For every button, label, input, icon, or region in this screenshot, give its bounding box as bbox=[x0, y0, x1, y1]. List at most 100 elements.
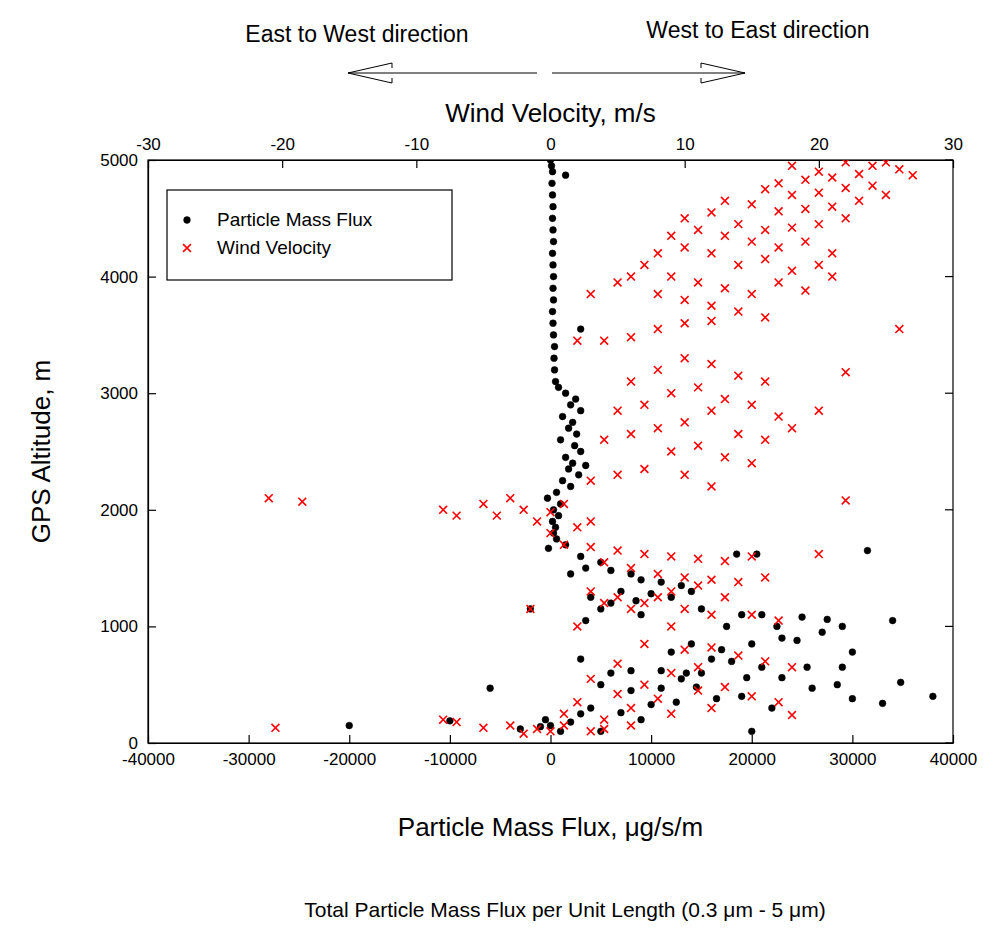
data-point bbox=[627, 722, 635, 730]
data-point bbox=[824, 616, 831, 623]
x-axis-tick-label: -20000 bbox=[323, 750, 376, 769]
x-axis-tick-mark bbox=[852, 735, 853, 743]
data-point bbox=[668, 649, 675, 656]
data-point bbox=[708, 656, 715, 663]
data-point bbox=[533, 725, 541, 733]
data-point bbox=[600, 716, 608, 724]
data-point bbox=[779, 635, 786, 642]
data-point bbox=[667, 587, 675, 595]
y-right-tick-mark bbox=[945, 626, 953, 627]
data-point bbox=[298, 498, 306, 506]
data-point bbox=[869, 162, 877, 170]
data-point bbox=[520, 730, 528, 738]
x2-axis-tick: 30 bbox=[944, 135, 963, 168]
data-point bbox=[694, 226, 702, 234]
data-point bbox=[775, 413, 783, 421]
data-point bbox=[547, 508, 555, 516]
annotation: West to East direction bbox=[646, 17, 869, 43]
x-axis-title: Particle Mass Flux, μg/s/m bbox=[398, 812, 703, 842]
data-point bbox=[694, 279, 702, 287]
data-point bbox=[600, 725, 608, 733]
y-axis-tick: 2000 bbox=[100, 501, 156, 520]
x-axis-tick: 10000 bbox=[628, 735, 675, 769]
y-axis-tick: 5000 bbox=[100, 151, 156, 170]
data-point bbox=[439, 506, 447, 514]
x-axis-tick-mark bbox=[752, 735, 753, 743]
data-point bbox=[681, 646, 689, 654]
data-point bbox=[654, 424, 662, 432]
data-point bbox=[694, 442, 702, 450]
data-point bbox=[734, 430, 742, 438]
data-point bbox=[815, 550, 823, 558]
data-point bbox=[560, 710, 568, 718]
data-point bbox=[681, 319, 689, 327]
data-point bbox=[654, 290, 662, 298]
data-point bbox=[582, 617, 589, 624]
data-point bbox=[573, 523, 581, 531]
data-point bbox=[520, 506, 528, 514]
data-point bbox=[550, 285, 557, 292]
data-point bbox=[864, 547, 871, 554]
data-point bbox=[815, 407, 823, 415]
data-point bbox=[587, 290, 595, 298]
data-point bbox=[681, 471, 689, 479]
x-axis-tick-mark bbox=[249, 735, 250, 743]
data-point bbox=[708, 611, 716, 619]
data-point bbox=[587, 705, 594, 712]
data-point bbox=[775, 617, 783, 625]
data-point bbox=[487, 685, 494, 692]
data-point bbox=[627, 704, 635, 712]
y-axis-tick-mark bbox=[148, 393, 156, 394]
x2-axis-tick-mark bbox=[282, 160, 283, 168]
data-point bbox=[654, 570, 662, 578]
data-point bbox=[738, 693, 745, 700]
data-point bbox=[681, 214, 689, 222]
y-axis-tick: 4000 bbox=[100, 268, 156, 287]
data-point bbox=[560, 541, 568, 549]
data-point bbox=[708, 407, 716, 415]
data-point bbox=[761, 255, 769, 263]
caption: Total Particle Mass Flux per Unit Length… bbox=[304, 898, 825, 921]
data-point bbox=[708, 209, 716, 217]
data-point bbox=[553, 489, 560, 496]
data-point bbox=[733, 551, 740, 558]
data-point bbox=[640, 599, 648, 607]
y-right-ticks bbox=[945, 160, 953, 743]
x2-axis-title: Wind Velocity, m/s bbox=[445, 98, 655, 128]
data-point bbox=[667, 273, 675, 281]
data-point bbox=[708, 483, 716, 491]
data-point bbox=[828, 249, 836, 257]
y-axis-tick-label: 5000 bbox=[100, 151, 138, 170]
data-point bbox=[550, 273, 557, 280]
data-point bbox=[658, 667, 665, 674]
data-point bbox=[743, 674, 750, 681]
data-point bbox=[723, 623, 730, 630]
data-point bbox=[573, 431, 580, 438]
data-point bbox=[815, 220, 823, 228]
y-axis-tick-label: 2000 bbox=[100, 501, 138, 520]
data-point bbox=[567, 401, 574, 408]
data-point bbox=[738, 611, 745, 618]
data-point bbox=[929, 693, 936, 700]
data-point bbox=[640, 640, 648, 648]
x-axis-tick-mark bbox=[349, 735, 350, 743]
data-point bbox=[721, 395, 729, 403]
data-point bbox=[788, 224, 796, 232]
data-point bbox=[559, 477, 566, 484]
data-point bbox=[526, 605, 534, 613]
legend-label: Particle Mass Flux bbox=[217, 209, 373, 230]
data-point bbox=[640, 681, 648, 689]
data-point bbox=[667, 232, 675, 240]
data-point bbox=[678, 582, 685, 589]
data-point bbox=[809, 685, 816, 692]
data-point bbox=[721, 453, 729, 461]
data-point bbox=[640, 465, 648, 473]
legend-marker bbox=[183, 244, 191, 252]
legend-box bbox=[167, 190, 452, 280]
data-point bbox=[573, 622, 581, 630]
data-point bbox=[439, 716, 447, 724]
data-point bbox=[555, 512, 562, 519]
data-point bbox=[748, 200, 756, 208]
data-point bbox=[667, 669, 675, 677]
data-point bbox=[708, 360, 716, 368]
